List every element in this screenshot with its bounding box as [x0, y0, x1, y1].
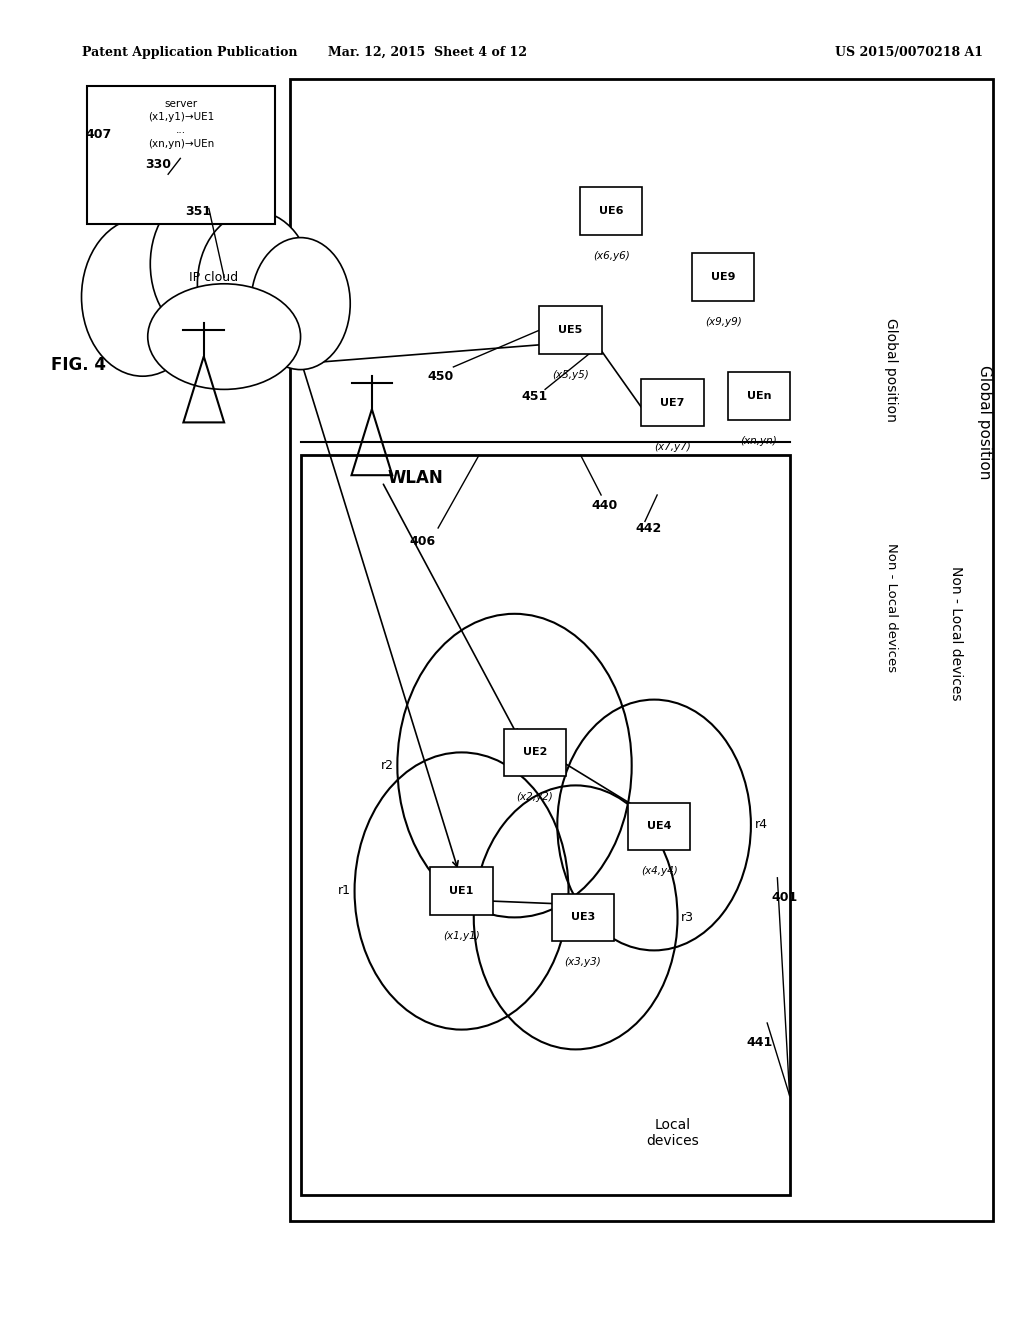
Text: UE5: UE5: [558, 325, 583, 335]
Text: 440: 440: [591, 499, 617, 512]
Text: IP cloud: IP cloud: [189, 271, 239, 284]
Text: (x3,y3): (x3,y3): [564, 957, 601, 968]
Text: (x4,y4): (x4,y4): [641, 866, 678, 876]
Text: Global position: Global position: [977, 366, 991, 479]
FancyBboxPatch shape: [641, 379, 703, 426]
FancyBboxPatch shape: [628, 803, 690, 850]
FancyBboxPatch shape: [301, 455, 790, 1195]
Ellipse shape: [147, 284, 301, 389]
Text: (x9,y9): (x9,y9): [705, 317, 741, 327]
Text: FIG. 4: FIG. 4: [51, 356, 105, 375]
Text: UE3: UE3: [570, 912, 595, 923]
Text: r2: r2: [381, 759, 393, 772]
Text: 400: 400: [101, 211, 134, 226]
FancyBboxPatch shape: [291, 79, 993, 1221]
Text: 451: 451: [522, 389, 548, 403]
Text: Mar. 12, 2015  Sheet 4 of 12: Mar. 12, 2015 Sheet 4 of 12: [329, 46, 527, 59]
Ellipse shape: [251, 238, 350, 370]
Ellipse shape: [198, 211, 312, 356]
FancyBboxPatch shape: [728, 372, 791, 420]
Text: (x7,y7): (x7,y7): [654, 442, 691, 453]
Text: UE7: UE7: [660, 397, 685, 408]
Text: Patent Application Publication: Patent Application Publication: [82, 46, 297, 59]
Ellipse shape: [151, 191, 257, 337]
FancyBboxPatch shape: [692, 253, 755, 301]
Text: UE4: UE4: [647, 821, 672, 832]
Text: WWAN: WWAN: [142, 323, 211, 342]
Text: (x5,y5): (x5,y5): [552, 370, 589, 380]
Text: (x2,y2): (x2,y2): [516, 792, 553, 803]
Text: 406: 406: [410, 535, 436, 548]
FancyBboxPatch shape: [581, 187, 642, 235]
FancyBboxPatch shape: [552, 894, 613, 941]
Ellipse shape: [82, 218, 204, 376]
Text: Local
devices: Local devices: [646, 1118, 698, 1148]
Text: (xn,yn): (xn,yn): [740, 436, 777, 446]
Text: server
(x1,y1)→UE1
...
(xn,yn)→UEn: server (x1,y1)→UE1 ... (xn,yn)→UEn: [148, 99, 214, 149]
Text: 450: 450: [427, 370, 454, 383]
Text: UEn: UEn: [746, 391, 771, 401]
Text: 330: 330: [145, 158, 171, 172]
FancyBboxPatch shape: [87, 86, 275, 224]
Text: WLAN: WLAN: [387, 469, 443, 487]
Text: r4: r4: [755, 818, 768, 832]
Text: (x6,y6): (x6,y6): [593, 251, 630, 261]
Text: 407: 407: [86, 128, 112, 141]
Text: 442: 442: [636, 521, 663, 535]
Text: UE2: UE2: [522, 747, 547, 758]
Text: UE6: UE6: [599, 206, 624, 216]
Text: r3: r3: [681, 911, 694, 924]
Text: UE9: UE9: [711, 272, 735, 282]
Text: Global position: Global position: [885, 318, 898, 421]
Text: US 2015/0070218 A1: US 2015/0070218 A1: [836, 46, 983, 59]
FancyBboxPatch shape: [540, 306, 602, 354]
Text: (x1,y1): (x1,y1): [443, 931, 480, 941]
FancyBboxPatch shape: [430, 867, 493, 915]
Text: 351: 351: [185, 205, 212, 218]
Text: Non - Local devices: Non - Local devices: [885, 543, 898, 672]
Text: 441: 441: [746, 1036, 773, 1049]
Text: r1: r1: [338, 884, 351, 898]
Text: Non - Local devices: Non - Local devices: [948, 566, 963, 701]
Text: 401: 401: [771, 891, 798, 904]
Text: UE1: UE1: [450, 886, 474, 896]
FancyBboxPatch shape: [504, 729, 566, 776]
